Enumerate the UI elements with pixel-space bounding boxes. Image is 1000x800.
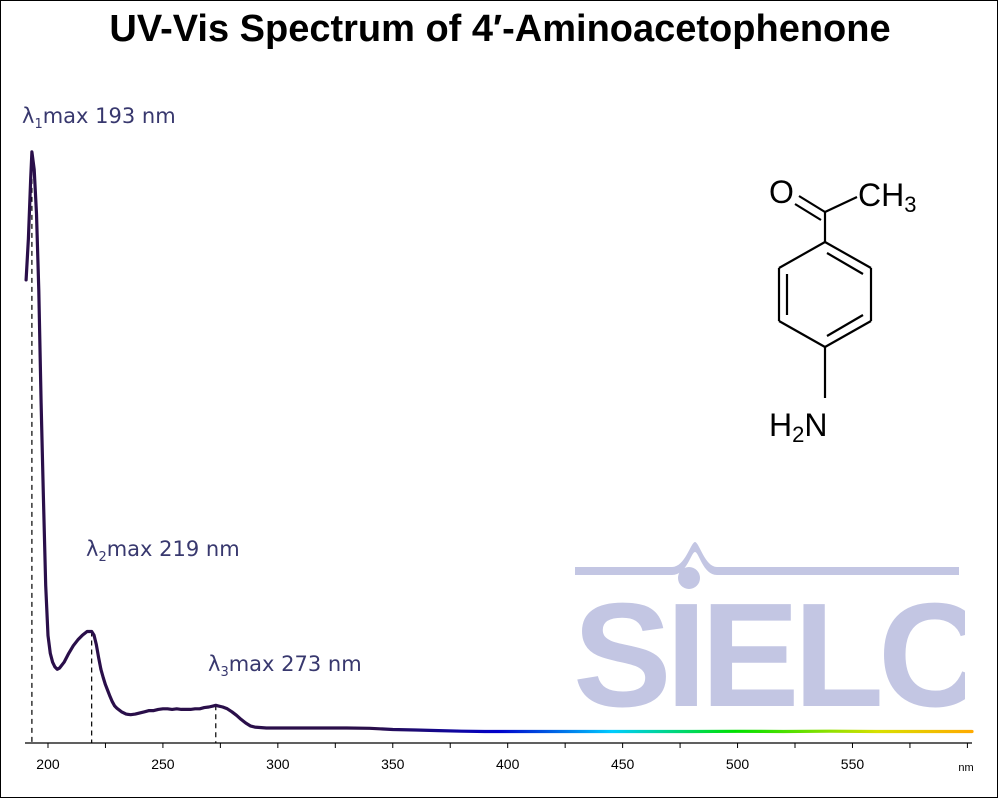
- methyl-label: CH3: [858, 177, 916, 217]
- molecule-structure: [777, 195, 873, 398]
- x-tick-label: 300: [266, 756, 290, 772]
- sielc-watermark-logo: SIELC: [573, 542, 965, 718]
- x-tick-label: 550: [841, 756, 865, 772]
- x-axis: 200 250 300 350 400 450 500 550 nm: [25, 742, 974, 774]
- x-tick-label: 350: [381, 756, 405, 772]
- amine-label: H2N: [769, 407, 827, 447]
- peak-label-3: λ3max 273 nm: [208, 652, 362, 681]
- svg-text:SIELC: SIELC: [573, 573, 965, 718]
- x-tick-label: 250: [151, 756, 175, 772]
- x-tick-label: 400: [496, 756, 520, 772]
- peak-label-2: λ2max 219 nm: [86, 537, 240, 566]
- x-unit-label: nm: [958, 762, 973, 774]
- chart-title: UV-Vis Spectrum of 4′-Aminoacetophenone: [109, 8, 891, 50]
- x-tick-label: 450: [611, 756, 635, 772]
- peak-label-1: λ1max 193 nm: [22, 104, 176, 133]
- x-tick-label: 200: [36, 756, 60, 772]
- oxygen-label: O: [769, 174, 794, 210]
- spectrum-line: [24, 150, 974, 734]
- x-tick-label: 500: [726, 756, 750, 772]
- peak-guides: [31, 151, 217, 743]
